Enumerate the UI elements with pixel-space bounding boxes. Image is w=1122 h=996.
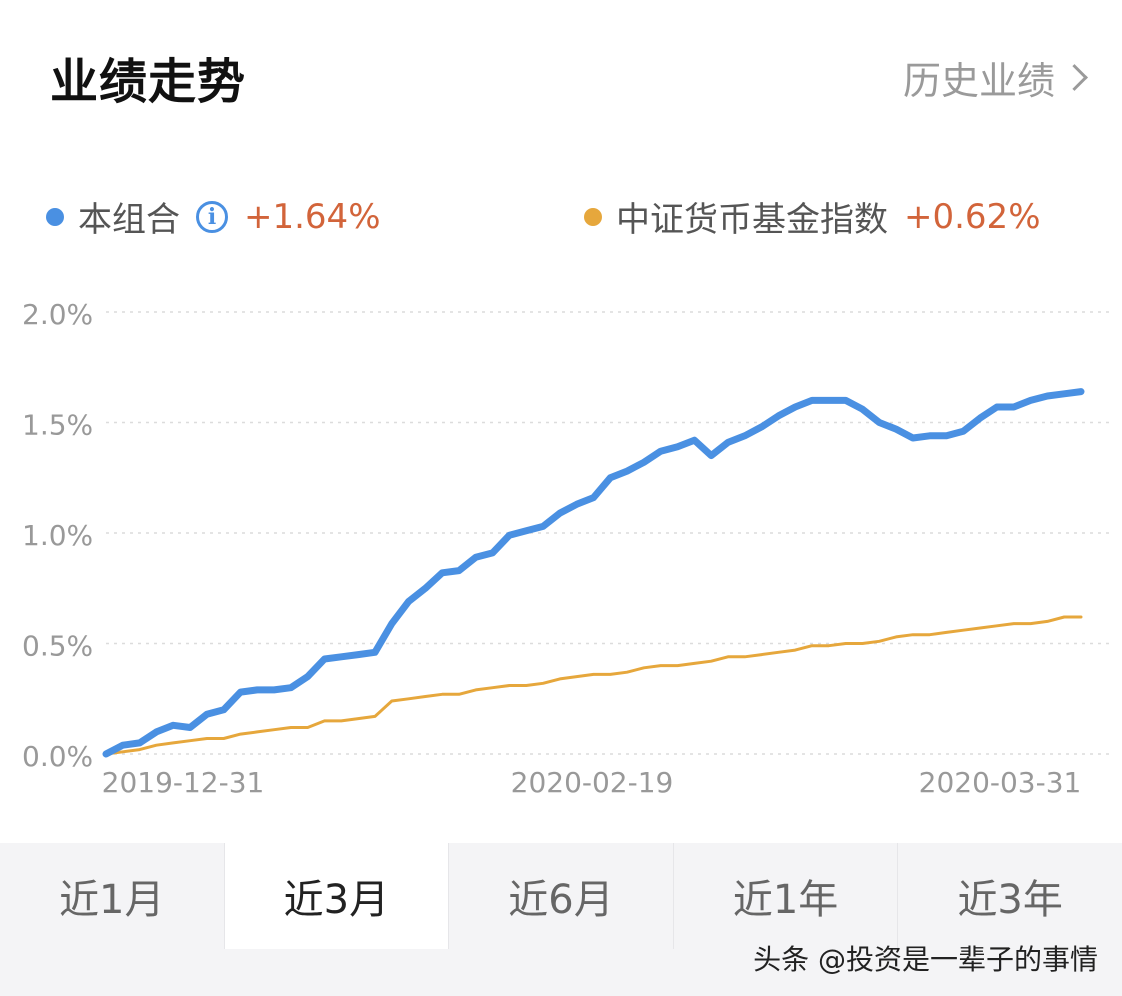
- legend-label-portfolio: 本组合: [78, 200, 180, 240]
- info-icon[interactable]: i: [196, 200, 228, 233]
- bottom-strip: [0, 949, 1122, 996]
- x-tick-label: 2020-03-31: [919, 766, 1082, 799]
- legend-value-portfolio: +1.64%: [244, 196, 381, 237]
- y-tick-label: 1.5%: [22, 409, 93, 442]
- x-tick-label: 2019-12-31: [102, 766, 265, 799]
- tab-1-month[interactable]: 近1月: [0, 843, 225, 949]
- y-tick-label: 2.0%: [22, 298, 93, 331]
- history-performance-link[interactable]: 历史业绩: [902, 50, 1088, 105]
- tab-6-months[interactable]: 近6月: [449, 843, 674, 949]
- legend-item-portfolio: 本组合 i +1.64%: [46, 192, 381, 241]
- x-tick-label: 2020-02-19: [511, 766, 674, 799]
- period-tabs: 近1月 近3月 近6月 近1年 近3年: [0, 843, 1122, 949]
- performance-line-chart: 0.0% 0.5% 1.0% 1.5% 2.0% 2019-12-31 2020-02-19…: [22, 298, 1110, 799]
- legend-dot-portfolio: [46, 207, 64, 226]
- chart-legend: 本组合 i +1.64% 中证货币基金指数 +0.62%: [0, 192, 1122, 242]
- page-title: 业绩走势: [50, 54, 247, 110]
- tab-3-years[interactable]: 近3年: [957, 877, 1063, 923]
- tab-3-months[interactable]: 近3月: [224, 843, 450, 949]
- watermark: 头条 @投资是一辈子的事情: [753, 943, 1098, 976]
- y-tick-label: 0.0%: [22, 740, 93, 773]
- legend-dot-index: [584, 207, 602, 226]
- history-link-label: 历史业绩: [902, 59, 1055, 103]
- y-tick-label: 1.0%: [22, 519, 93, 552]
- tab-1-year[interactable]: 近1年: [674, 843, 899, 949]
- legend-value-index: +0.62%: [904, 196, 1041, 237]
- series-line-portfolio: [102, 388, 1085, 758]
- series-line-index: [104, 615, 1083, 756]
- y-tick-label: 0.5%: [22, 630, 93, 663]
- legend-label-index: 中证货币基金指数: [616, 200, 888, 240]
- chevron-right-icon: [1061, 64, 1088, 91]
- legend-item-index: 中证货币基金指数 +0.62%: [584, 192, 1041, 241]
